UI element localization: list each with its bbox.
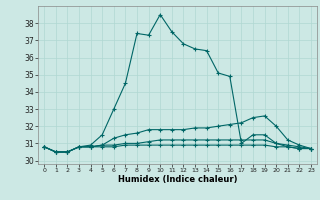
X-axis label: Humidex (Indice chaleur): Humidex (Indice chaleur) (118, 175, 237, 184)
